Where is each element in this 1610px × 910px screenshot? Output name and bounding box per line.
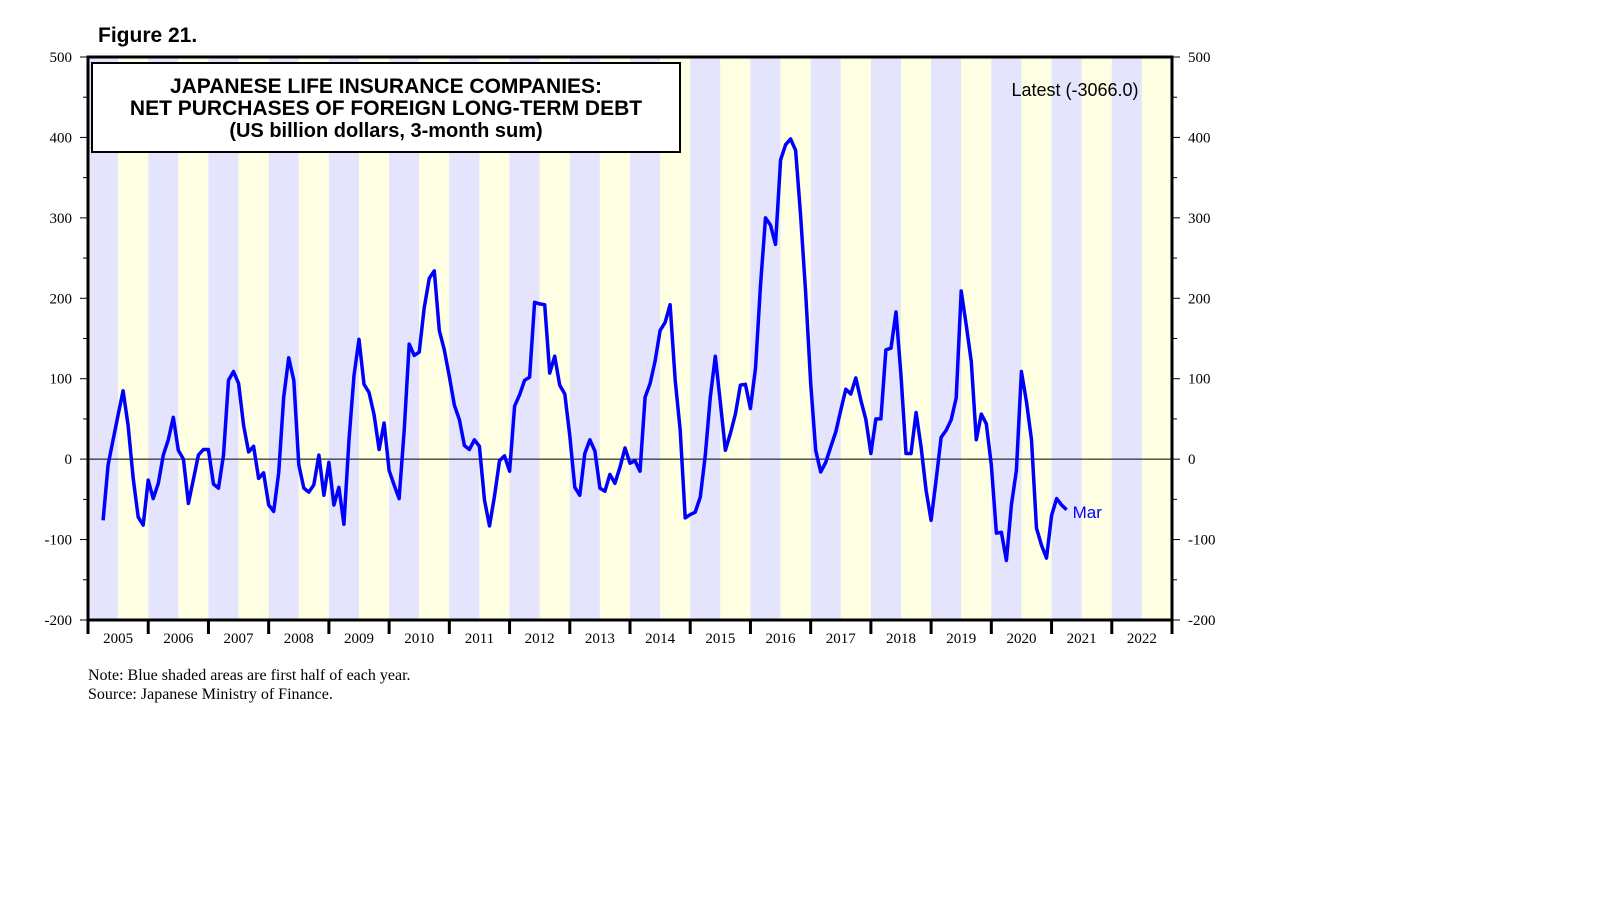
x-tick-label: 2010 [404,631,434,647]
chart-title-line: JAPANESE LIFE INSURANCE COMPANIES: [170,75,602,98]
second-half-band [840,57,871,620]
first-half-band [1051,57,1082,620]
x-tick-label: 2008 [284,631,314,647]
x-tick-label: 2020 [1006,631,1036,647]
title-box [91,62,681,153]
end-label: Mar [1073,503,1103,522]
second-half-band [1021,57,1052,620]
second-half-band [780,57,811,620]
x-tick-label: 2007 [224,631,255,647]
y-tick-label-right: 500 [1188,50,1211,66]
y-tick-label-right: -100 [1188,533,1216,549]
x-tick-label: 2019 [946,631,976,647]
first-half-band [750,57,781,620]
y-tick-label-right: -200 [1188,613,1216,629]
chart-title-line: (US billion dollars, 3-month sum) [229,120,542,142]
x-tick-label: 2005 [103,631,133,647]
x-tick-label: 2017 [826,631,857,647]
second-half-band [1081,57,1112,620]
y-tick-label-right: 100 [1188,372,1211,388]
source-text: Source: Japanese Ministry of Finance. [88,686,333,703]
latest-annotation: Latest (-3066.0) [1011,80,1138,100]
second-half-band [961,57,992,620]
y-tick-label-left: 0 [65,452,73,468]
x-tick-label: 2016 [766,631,797,647]
first-half-band [931,57,962,620]
y-tick-label-left: 100 [50,372,73,388]
x-tick-label: 2009 [344,631,374,647]
plot-frame [86,55,1174,622]
x-tick-label: 2013 [585,631,615,647]
first-half-band [991,57,1022,620]
x-tick-label: 2006 [163,631,194,647]
y-tick-label-right: 200 [1188,291,1211,307]
second-half-band [1141,57,1172,620]
x-tick-label: 2018 [886,631,916,647]
y-tick-label-left: 300 [50,211,73,227]
y-tick-label-left: 500 [50,50,73,66]
y-tick-label-left: -100 [45,533,73,549]
y-tick-label-left: -200 [45,613,73,629]
note-text: Note: Blue shaded areas are first half o… [88,667,411,684]
first-half-band [810,57,841,620]
second-half-band [720,57,751,620]
y-tick-label-right: 0 [1188,452,1196,468]
x-tick-label: 2015 [705,631,735,647]
first-half-band [870,57,901,620]
x-tick-label: 2021 [1067,631,1097,647]
figure-label: Figure 21. [98,24,198,47]
y-tick-label-left: 400 [50,130,73,146]
chart-title-line: NET PURCHASES OF FOREIGN LONG-TERM DEBT [130,97,642,120]
y-tick-label-left: 200 [50,291,73,307]
y-tick-label-right: 400 [1188,130,1211,146]
second-half-band [901,57,932,620]
y-tick-label-right: 300 [1188,211,1211,227]
x-tick-label: 2011 [465,631,494,647]
x-tick-label: 2022 [1127,631,1157,647]
x-tick-label: 2014 [645,631,676,647]
first-half-band [690,57,721,620]
first-half-band [1111,57,1142,620]
x-tick-label: 2012 [525,631,555,647]
